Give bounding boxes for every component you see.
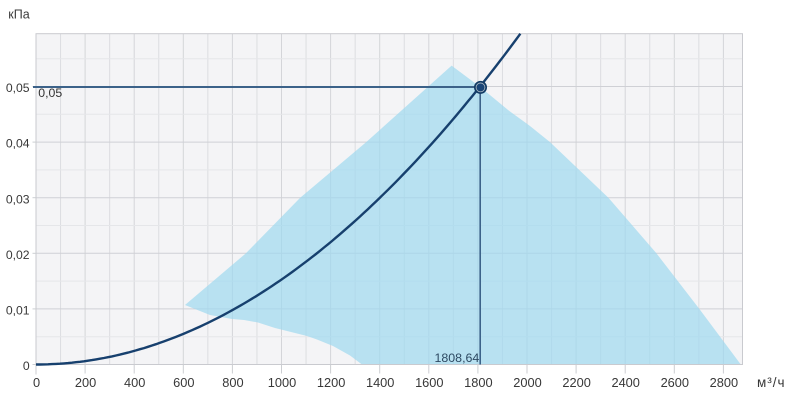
svg-text:1600: 1600 [415, 375, 443, 390]
svg-text:2000: 2000 [513, 375, 541, 390]
svg-text:200: 200 [75, 375, 96, 390]
svg-text:0,01: 0,01 [6, 304, 30, 318]
svg-text:кПа: кПа [8, 7, 29, 21]
svg-text:1200: 1200 [317, 375, 345, 390]
svg-text:1808,64: 1808,64 [435, 351, 480, 365]
svg-text:2400: 2400 [611, 375, 639, 390]
svg-text:1800: 1800 [464, 375, 492, 390]
svg-text:1400: 1400 [366, 375, 394, 390]
svg-text:0,02: 0,02 [6, 248, 30, 262]
svg-text:1000: 1000 [268, 375, 296, 390]
svg-text:2600: 2600 [661, 375, 689, 390]
svg-text:0: 0 [33, 375, 40, 390]
svg-text:0,04: 0,04 [6, 137, 30, 151]
svg-text:2200: 2200 [562, 375, 590, 390]
svg-text:800: 800 [222, 375, 243, 390]
svg-text:2800: 2800 [710, 375, 738, 390]
svg-text:0,05: 0,05 [6, 81, 30, 95]
svg-text:м³/ч: м³/ч [757, 375, 786, 390]
svg-text:0: 0 [23, 359, 30, 373]
svg-text:600: 600 [173, 375, 194, 390]
svg-text:400: 400 [124, 375, 145, 390]
svg-text:0,03: 0,03 [6, 192, 30, 206]
svg-text:0,05: 0,05 [38, 86, 62, 100]
